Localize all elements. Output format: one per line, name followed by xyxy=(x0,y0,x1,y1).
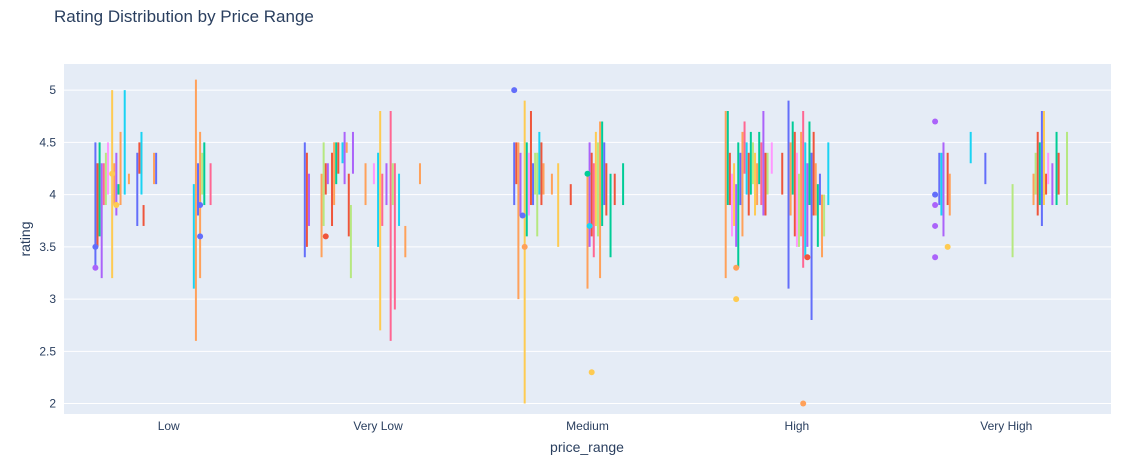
rating-point xyxy=(932,191,939,198)
rating-point xyxy=(586,222,593,229)
rating-segments xyxy=(94,79,1069,404)
rating-point xyxy=(197,233,204,240)
y-tick-label: 5 xyxy=(49,83,56,97)
y-tick-label: 3.5 xyxy=(39,240,56,254)
rating-point xyxy=(932,254,939,261)
rating-point xyxy=(932,222,939,229)
rating-point xyxy=(521,243,528,250)
rating-point xyxy=(519,212,526,219)
y-tick-labels: 2 2.5 3 3.5 4 4.5 5 xyxy=(39,83,56,410)
rating-point xyxy=(511,87,518,94)
rating-point xyxy=(944,243,951,250)
rating-point xyxy=(733,296,740,303)
rating-point xyxy=(322,233,329,240)
rating-point xyxy=(109,170,116,177)
rating-point xyxy=(92,264,99,271)
y-gridlines xyxy=(64,89,1111,405)
rating-point xyxy=(804,254,811,261)
rating-point xyxy=(800,400,807,407)
x-tick-labels: Low Very Low Medium High Very High xyxy=(158,419,1033,433)
x-axis-title: price_range xyxy=(550,439,624,455)
y-tick-label: 2.5 xyxy=(39,344,56,358)
x-tick-label: Low xyxy=(158,419,180,433)
rating-point xyxy=(584,170,591,177)
x-tick-label: Very High xyxy=(980,419,1032,433)
rating-point xyxy=(932,202,939,209)
y-tick-label: 3 xyxy=(49,292,56,306)
rating-point xyxy=(733,264,740,271)
rating-point xyxy=(588,369,595,376)
x-tick-label: Medium xyxy=(566,419,609,433)
y-tick-label: 4.5 xyxy=(39,135,56,149)
y-tick-label: 4 xyxy=(49,188,56,202)
rating-point xyxy=(113,202,120,209)
rating-points xyxy=(92,87,951,407)
x-tick-label: Very Low xyxy=(353,419,403,433)
y-tick-label: 2 xyxy=(49,397,56,411)
chart-title: Rating Distribution by Price Range xyxy=(54,7,314,26)
rating-point xyxy=(197,202,204,209)
rating-point xyxy=(92,243,99,250)
rating-point xyxy=(932,118,939,125)
y-axis-title: rating xyxy=(17,221,33,256)
x-tick-label: High xyxy=(785,419,810,433)
